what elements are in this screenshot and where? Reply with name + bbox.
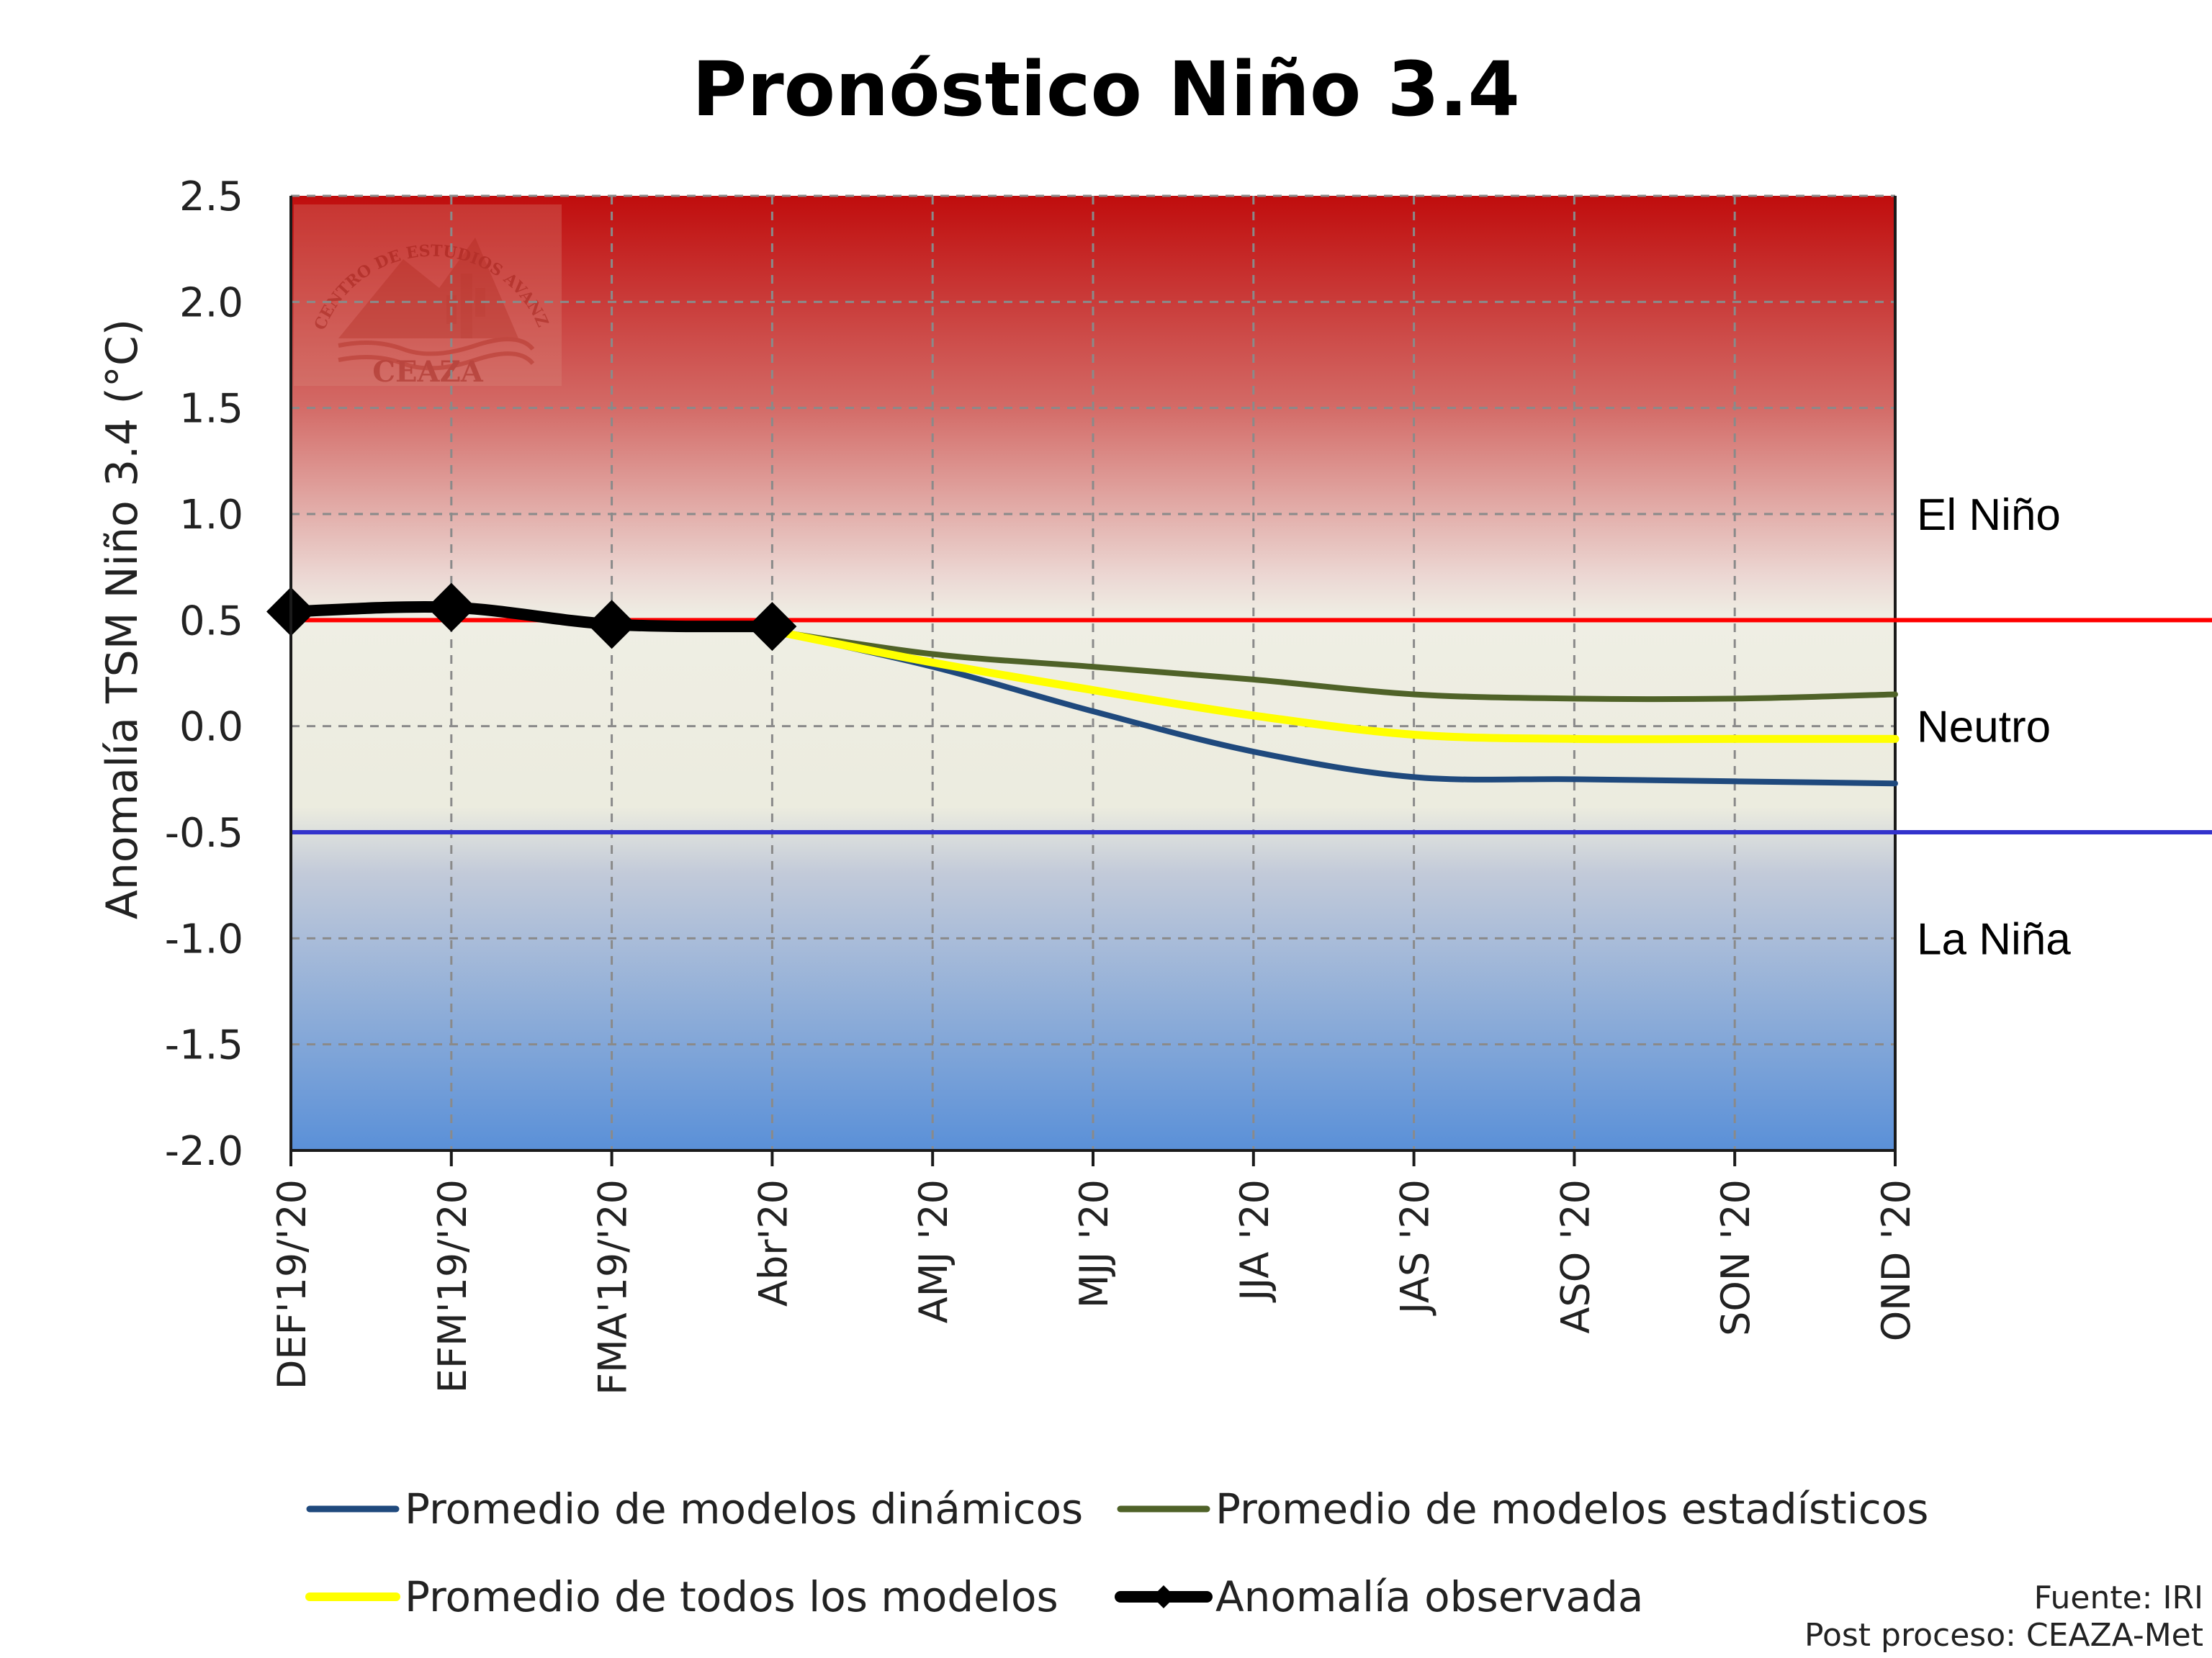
source-line-2: Post proceso: CEAZA-Met bbox=[1804, 1617, 2203, 1654]
y-tick-label: 2.5 bbox=[179, 174, 243, 220]
region-label: El Niño bbox=[1917, 490, 2061, 540]
x-tick-label: SON '20 bbox=[1713, 1179, 1758, 1336]
x-tick-label: ASO '20 bbox=[1552, 1179, 1598, 1333]
y-tick-label: 1.0 bbox=[179, 492, 243, 539]
legend-label: Promedio de modelos estadísticos bbox=[1215, 1484, 1929, 1533]
x-axis: DEF'19/'20 EFM'19/'20 FMA'19/'20 Abr'20 AMJ … bbox=[269, 1149, 1919, 1395]
x-tick-label: DEF'19/'20 bbox=[269, 1179, 315, 1389]
legend-label: Promedio de modelos dinámicos bbox=[405, 1484, 1083, 1533]
y-tick-label: 2.0 bbox=[179, 279, 243, 326]
y-tick-label: 0.0 bbox=[179, 704, 243, 751]
chart-title: Pronóstico Niño 3.4 bbox=[692, 45, 1520, 133]
series-line-3 bbox=[768, 626, 1899, 744]
x-tick-label: MJJ '20 bbox=[1071, 1179, 1117, 1308]
y-tick-label: -0.5 bbox=[165, 810, 243, 857]
x-tick-label: JJA '20 bbox=[1232, 1179, 1277, 1303]
legend-label: Promedio de todos los modelos bbox=[405, 1572, 1058, 1621]
y-axis: 2.5 2.0 1.5 1.0 0.5 0.0 -0.5 -1.0 -1.5 -2.0 bbox=[165, 174, 292, 1175]
x-tick-label: FMA'19/'20 bbox=[590, 1179, 636, 1395]
x-tick-label: JAS '20 bbox=[1393, 1179, 1438, 1316]
x-tick-label: EFM'19/'20 bbox=[430, 1179, 475, 1393]
watermark-name: CEAZA bbox=[372, 355, 484, 389]
source-line-1: Fuente: IRI bbox=[2034, 1580, 2203, 1616]
legend-marker bbox=[1152, 1585, 1175, 1608]
y-tick-label: 1.5 bbox=[179, 386, 243, 433]
y-tick-label: -1.5 bbox=[165, 1022, 243, 1069]
series-line-2 bbox=[769, 628, 1898, 703]
series-layer bbox=[266, 582, 1899, 787]
y-tick-label: 0.5 bbox=[179, 598, 243, 644]
y-axis-label: Anomalía TSM Niño 3.4 (°C) bbox=[97, 319, 148, 919]
y-tick-label: -1.0 bbox=[165, 916, 243, 963]
series-line-4 bbox=[285, 601, 778, 633]
legend: Promedio de modelos dinámicos Promedio de… bbox=[305, 1484, 1929, 1621]
observed-point bbox=[426, 582, 476, 632]
observed-point bbox=[587, 600, 637, 649]
y-tick-label: -2.0 bbox=[165, 1128, 243, 1175]
observed-point bbox=[747, 602, 797, 652]
x-tick-label: Abr'20 bbox=[750, 1179, 796, 1307]
region-label: La Niña bbox=[1917, 914, 2071, 964]
region-label: Neutro bbox=[1917, 703, 2051, 752]
series-line-1 bbox=[769, 628, 1898, 787]
region-labels: El Niño Neutro La Niña bbox=[1917, 490, 2071, 964]
x-tick-label: OND '20 bbox=[1874, 1179, 1919, 1341]
ceaza-watermark: CENTRO DE ESTUDIOS AVANZADOS EN ZONAS ÁR… bbox=[0, 0, 562, 389]
x-tick-label: AMJ '20 bbox=[911, 1179, 956, 1323]
legend-label: Anomalía observada bbox=[1215, 1572, 1643, 1621]
